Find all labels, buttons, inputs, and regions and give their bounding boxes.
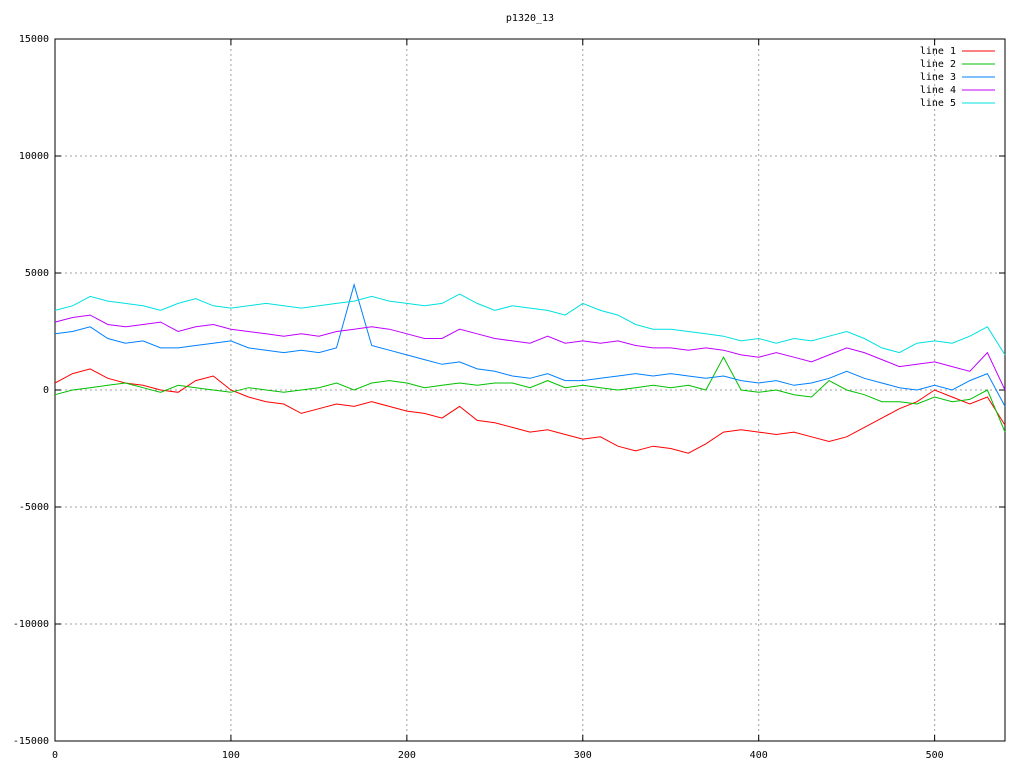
x-tick-label: 200 [398, 750, 416, 761]
legend-label: line 4 [920, 85, 956, 96]
data-line [54, 314, 1006, 391]
x-tick-label: 400 [750, 750, 768, 761]
y-tick-label: -10000 [13, 619, 49, 630]
y-tick-label: 0 [43, 385, 49, 396]
x-tick-label: 0 [52, 750, 58, 761]
data-line [54, 282, 1006, 407]
legend-label: line 2 [920, 59, 956, 70]
y-tick-label: 10000 [19, 151, 49, 162]
y-tick-label: -5000 [19, 502, 49, 513]
data-line [54, 368, 1006, 454]
x-tick-label: 100 [222, 750, 240, 761]
x-tick-label: 300 [574, 750, 592, 761]
data-line [54, 293, 1006, 356]
legend-label: line 3 [920, 72, 956, 83]
y-tick-label: 5000 [25, 268, 49, 279]
legend-label: line 5 [920, 98, 956, 109]
y-tick-label: 15000 [19, 34, 49, 45]
y-tick-label: -15000 [13, 736, 49, 747]
data-line [54, 356, 1006, 433]
legend-label: line 1 [920, 46, 956, 57]
chart-title: p1320_13 [506, 13, 554, 24]
x-tick-label: 500 [926, 750, 944, 761]
